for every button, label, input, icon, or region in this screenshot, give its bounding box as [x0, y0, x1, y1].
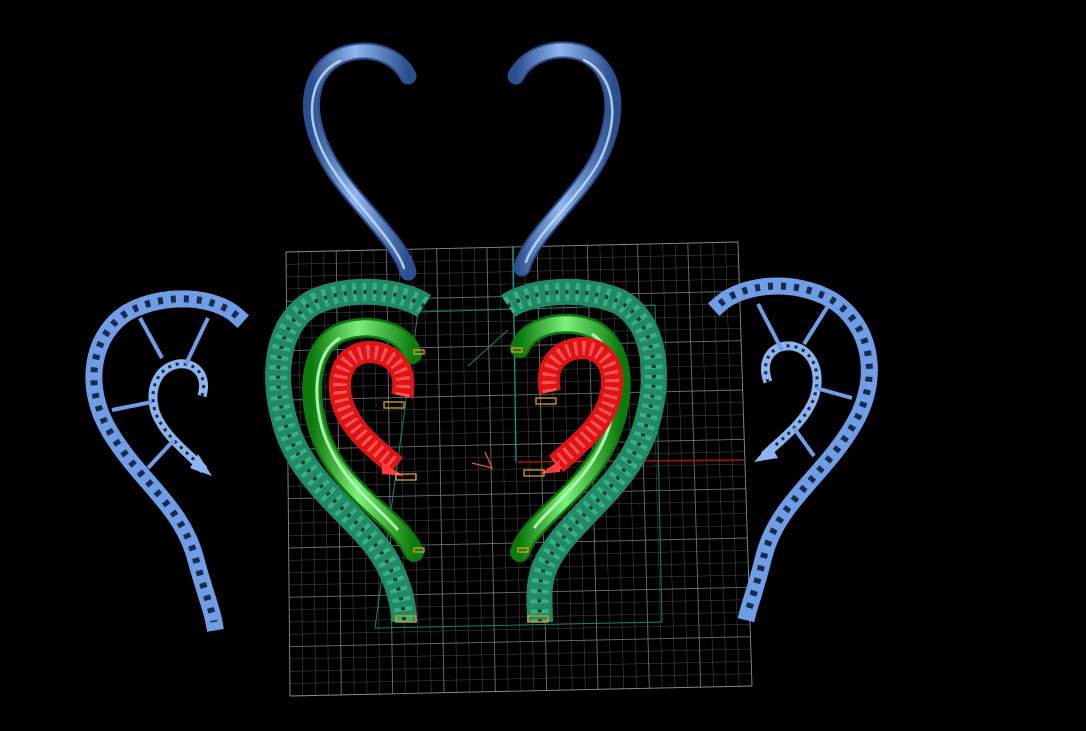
blue-hook-left[interactable] — [303, 42, 417, 281]
red-lattice-left[interactable] — [328, 340, 415, 476]
selection-markers — [383, 347, 557, 623]
grid-line — [725, 242, 740, 687]
red-lattice-right[interactable] — [537, 336, 624, 474]
grid-line — [289, 611, 750, 623]
grid-line — [289, 661, 752, 672]
blue-lattice-left[interactable] — [85, 290, 250, 632]
green-tube-left[interactable] — [302, 317, 424, 562]
grid-line — [674, 243, 689, 688]
grid-line — [289, 648, 751, 660]
grid-line — [289, 685, 753, 697]
grid-line — [687, 243, 702, 688]
grid-line — [289, 624, 751, 635]
grid-line — [700, 242, 714, 687]
grid-line — [289, 636, 751, 648]
teal-lattice-right[interactable] — [500, 278, 667, 623]
blue-hook-right[interactable] — [507, 41, 622, 277]
origin-gizmo — [471, 451, 494, 469]
teal-lattice-left[interactable] — [265, 278, 432, 623]
grid-line — [712, 242, 727, 687]
grid-line — [289, 673, 752, 684]
blue-lattice-right[interactable] — [707, 277, 878, 623]
